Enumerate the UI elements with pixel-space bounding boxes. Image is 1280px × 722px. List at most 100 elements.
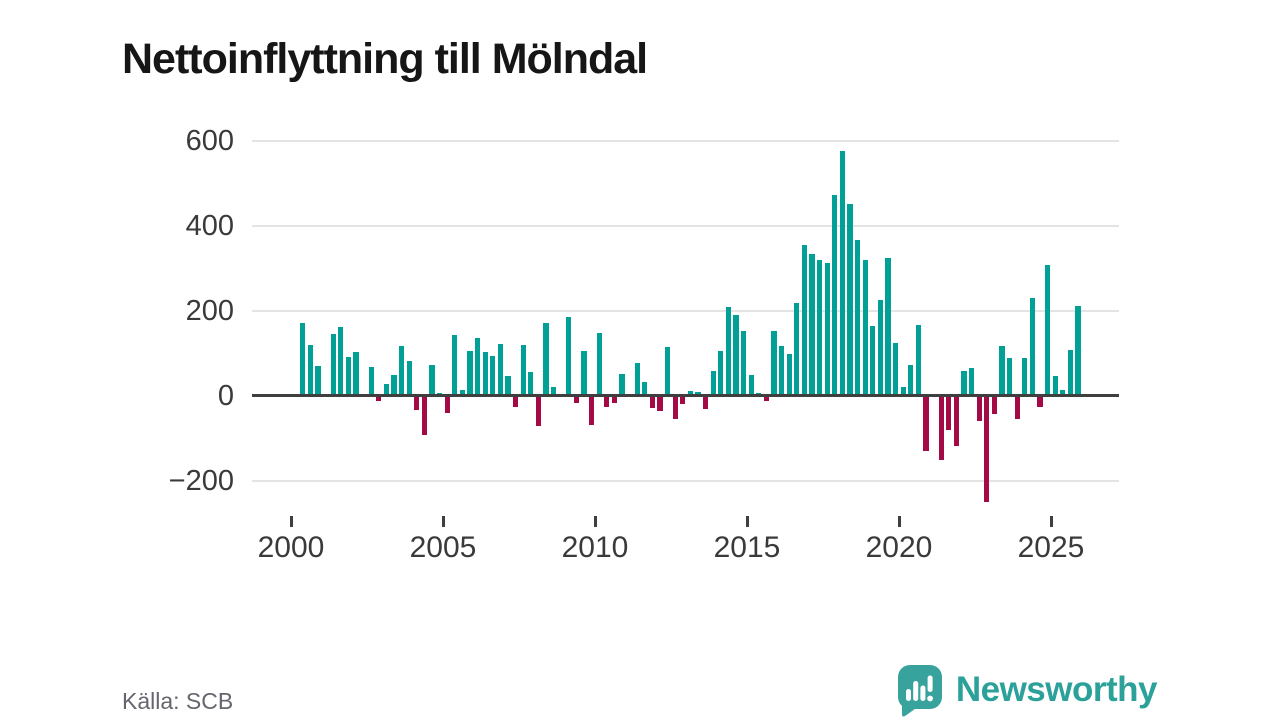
bar [1007, 357, 1013, 396]
bar [429, 365, 435, 396]
bar [855, 240, 861, 396]
bar [908, 364, 914, 396]
bar [718, 351, 724, 396]
bar [345, 356, 351, 396]
bar [596, 332, 602, 396]
bar [1045, 265, 1051, 396]
bar [953, 396, 959, 447]
bar [1029, 297, 1035, 396]
bar [991, 396, 997, 415]
x-axis-label: 2020 [865, 531, 933, 564]
bar [543, 323, 549, 396]
gridline [252, 480, 1119, 482]
bar [399, 345, 405, 396]
gridline [252, 140, 1119, 142]
bar [581, 350, 587, 396]
newsworthy-logo: Newsworthy [895, 663, 1158, 717]
bar [832, 194, 838, 396]
bar [839, 151, 845, 396]
bar [771, 330, 777, 396]
bar [893, 342, 899, 396]
gridline [252, 225, 1119, 227]
x-axis-tick [289, 516, 293, 527]
newsworthy-bubble-chart-icon [895, 663, 945, 717]
bar [513, 396, 519, 408]
bar [1037, 396, 1043, 407]
bar [573, 396, 579, 403]
bar [687, 390, 693, 396]
bar [1075, 305, 1081, 396]
bar [551, 386, 557, 396]
bar [368, 367, 374, 396]
y-axis-label: 0 [217, 380, 234, 412]
bar [482, 351, 488, 396]
bar [642, 382, 648, 396]
bar [566, 317, 572, 396]
bar [1060, 390, 1066, 396]
bar [657, 396, 663, 411]
newsworthy-wordmark: Newsworthy [955, 670, 1158, 709]
gridline [252, 310, 1119, 312]
bar [1067, 350, 1073, 396]
bar [300, 323, 306, 396]
bar [976, 396, 982, 421]
bar [710, 371, 716, 396]
bar [969, 367, 975, 396]
bar [414, 396, 420, 411]
bar [353, 351, 359, 396]
x-axis-tick [1049, 516, 1053, 527]
bar [444, 396, 450, 414]
bar [1022, 357, 1028, 396]
bar [741, 330, 747, 396]
bar [490, 356, 496, 396]
bar [505, 376, 511, 396]
x-axis-label: 2025 [1017, 531, 1085, 564]
bar [870, 325, 876, 396]
bar [824, 262, 830, 396]
bar [725, 306, 731, 396]
bar [923, 396, 929, 452]
bar [946, 396, 952, 430]
bar [915, 325, 921, 396]
bar [391, 374, 397, 396]
bar [961, 370, 967, 396]
bar [376, 396, 382, 402]
bar [999, 345, 1005, 396]
bar [733, 315, 739, 396]
bar [763, 396, 769, 401]
bar [315, 365, 321, 396]
source-note: Källa: SCB [122, 688, 234, 714]
x-axis-tick [441, 516, 445, 527]
bar [307, 345, 313, 396]
bar [877, 299, 883, 396]
bar [779, 345, 785, 396]
bar [649, 396, 655, 409]
x-axis-label: 2010 [561, 531, 629, 564]
y-axis-label: 600 [185, 125, 234, 157]
bar [383, 384, 389, 396]
bar [604, 396, 610, 407]
bar [862, 260, 868, 396]
x-axis-tick [897, 516, 901, 527]
y-axis-label: −200 [168, 465, 234, 497]
bar [794, 302, 800, 396]
bar [475, 337, 481, 396]
bar [338, 327, 344, 396]
y-axis-label: 200 [185, 295, 234, 327]
bar [786, 353, 792, 396]
bar [459, 390, 465, 396]
bar [421, 396, 427, 436]
bar [847, 203, 853, 396]
bar [680, 396, 686, 404]
bar [520, 345, 526, 396]
bar [900, 386, 906, 396]
bar [817, 260, 823, 396]
y-axis-label: 400 [185, 210, 234, 242]
bar [634, 362, 640, 396]
bar [497, 344, 503, 396]
bar [330, 334, 336, 396]
bar [1014, 396, 1020, 420]
x-axis-label: 2015 [713, 531, 781, 564]
bar [611, 396, 617, 404]
bar [809, 254, 815, 396]
